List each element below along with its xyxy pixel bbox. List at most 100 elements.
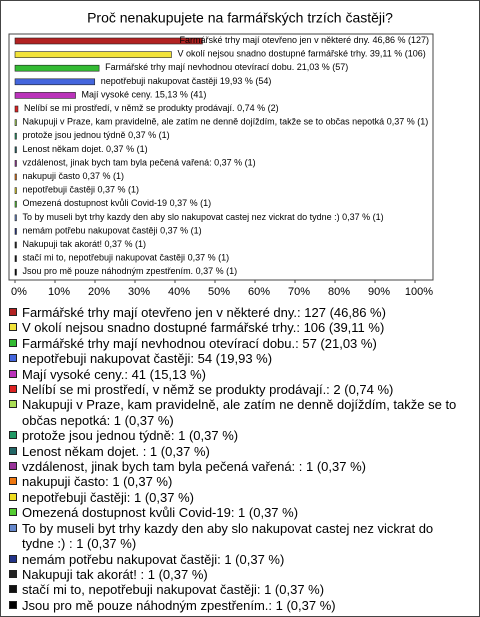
legend-item: Farmářské trhy mají nevhodnou otevírací …: [9, 336, 461, 351]
legend-item: Nakupuji tak akorát! : 1 (0,37 %): [9, 567, 461, 582]
bar-label: Nelíbí se mi prostředí, v němž se produk…: [24, 103, 279, 113]
x-tick-label: 80%: [328, 286, 350, 298]
legend-swatch: [9, 338, 17, 347]
bar-category: Mají vysoké ceny.: [82, 90, 153, 100]
legend-item: nepotřebuji nakupovat častěji: 54 (19,93…: [9, 351, 461, 366]
legend-label: nepotřebuji častěji: 1 (0,37 %): [22, 489, 194, 505]
bar-label: protože jsou jednou týdně 0,37 % (1): [22, 131, 169, 141]
legend-swatch: [9, 600, 17, 609]
bar-category: To by museli byt trhy kazdy den aby slo …: [22, 212, 339, 222]
legend-label: Nelíbí se mi prostředí, v němž se produk…: [22, 382, 394, 398]
bar-category: Nelíbí se mi prostředí, v němž se produk…: [24, 103, 235, 113]
bar-category: Jsou pro mě pouze náhodným zpestřením.: [22, 267, 193, 277]
legend-swatch: [9, 523, 17, 532]
bar-value-label: 0,37 % (1): [188, 253, 230, 263]
legend-item: Lenost někam dojet. : 1 (0,37 %): [9, 444, 461, 459]
bar-value-label: 15,13 % (41): [155, 90, 207, 100]
legend-swatch: [9, 385, 17, 394]
legend-label: Mají vysoké ceny.: 41 (15,13 %): [22, 366, 207, 382]
x-tick-label: 50%: [208, 286, 230, 298]
legend-swatch: [9, 446, 17, 455]
legend-item: nakupuji často: 1 (0,37 %): [9, 474, 461, 489]
legend-swatch: [9, 462, 17, 471]
x-tick-label: 90%: [368, 286, 390, 298]
legend-item: protože jsou jednou týdně: 1 (0,37 %): [9, 428, 461, 443]
bar-label: Nakupuji v Praze, kam pravidelně, ale za…: [22, 117, 428, 127]
bar-label: nemám potřebu nakupovat častěji 0,37 % (…: [22, 226, 201, 236]
x-tick-label: 40%: [168, 286, 190, 298]
legend-item: To by museli byt trhy kazdy den aby slo …: [9, 521, 461, 552]
plot-frame: [8, 33, 434, 281]
bar: [14, 119, 17, 126]
x-tick-label: 30%: [128, 286, 150, 298]
chart-title: Proč nenakupujete na farmářských trzích …: [87, 10, 393, 26]
bar-label: V okolí nejsou snadno dostupné farmářské…: [177, 49, 425, 59]
bar-label: To by museli byt trhy kazdy den aby slo …: [22, 212, 383, 222]
bar-category: Lenost někam dojet.: [22, 144, 103, 154]
legend-swatch: [9, 354, 17, 363]
bar-value-label: 0,37 % (1): [106, 144, 148, 154]
legend-label: Jsou pro mě pouze náhodným zpestřením.: …: [22, 597, 336, 613]
bar-label: vzdálenost, jinak bych tam byla pečená v…: [22, 158, 255, 168]
legend-label: Farmářské trhy mají nevhodnou otevírací …: [22, 335, 377, 351]
bar-category: nepotřebuji nakupovat častěji: [101, 76, 218, 86]
bar: [14, 92, 76, 99]
legend-label: Lenost někam dojet. : 1 (0,37 %): [22, 443, 210, 459]
legend-label: nakupuji často: 1 (0,37 %): [22, 474, 173, 490]
bar-value-label: 0,37 % (1): [160, 226, 202, 236]
bar: [14, 228, 17, 235]
bar: [14, 51, 172, 58]
legend-item: Nelíbí se mi prostředí, v němž se produk…: [9, 382, 461, 397]
bar: [14, 187, 17, 194]
bar-category: stačí mi to, nepotřebuji nakupovat častě…: [22, 253, 185, 263]
bar-label: nepotřebuji častěji 0,37 % (1): [22, 185, 139, 195]
bar-value-label: 0,74 % (2): [237, 103, 279, 113]
bar-label: stačí mi to, nepotřebuji nakupovat častě…: [22, 253, 229, 263]
bar-category: Nakupuji tak akorát!: [22, 239, 102, 249]
legend-label: Nakupuji v Praze, kam pravidelně, ale za…: [22, 397, 457, 428]
bar-value-label: 0,37 % (1): [98, 185, 140, 195]
bar: [14, 78, 96, 86]
legend-label: vzdálenost, jinak bych tam byla pečená v…: [22, 459, 366, 475]
bar: [14, 105, 19, 113]
legend-item: V okolí nejsou snadno dostupné farmářské…: [9, 320, 461, 335]
bar: [14, 64, 100, 72]
legend-item: vzdálenost, jinak bych tam byla pečená v…: [9, 459, 461, 474]
legend-item: Omezená dostupnost kvůli Covid-19: 1 (0,…: [9, 505, 461, 520]
x-tick-label: 60%: [248, 286, 270, 298]
bar-value-label: 0,37 % (1): [170, 199, 212, 209]
legend-label: nepotřebuji nakupovat častěji: 54 (19,93…: [22, 351, 273, 367]
bar-category: nemám potřebu nakupovat častěji: [22, 226, 157, 236]
bar-value-label: 0,37 % (1): [105, 239, 147, 249]
bar-value-label: 0,37 % (1): [342, 212, 384, 222]
bar-label: Nakupuji tak akorát! 0,37 % (1): [22, 239, 146, 249]
bar: [14, 255, 17, 262]
legend-item: nepotřebuji častěji: 1 (0,37 %): [9, 490, 461, 505]
legend-swatch: [9, 369, 17, 378]
legend-label: Omezená dostupnost kvůli Covid-19: 1 (0,…: [22, 505, 299, 521]
bar-value-label: 0,37 % (1): [387, 117, 429, 127]
legend-swatch: [9, 492, 17, 501]
bar-category: vzdálenost, jinak bych tam byla pečená v…: [22, 158, 211, 168]
bar-value-label: 0,37 % (1): [128, 131, 170, 141]
bar-label: Mají vysoké ceny. 15,13 % (41): [82, 90, 207, 100]
legend-label: V okolí nejsou snadno dostupné farmářské…: [22, 320, 385, 336]
bar-category: Nakupuji v Praze, kam pravidelně, ale za…: [22, 117, 384, 127]
bar-value-label: 0,37 % (1): [214, 158, 256, 168]
legend-item: stačí mi to, nepotřebuji nakupovat častě…: [9, 582, 461, 597]
legend-swatch: [9, 508, 17, 517]
legend-label: To by museli byt trhy kazdy den aby slo …: [22, 520, 434, 552]
legend-swatch: [9, 569, 17, 578]
x-tick-label: 10%: [48, 286, 70, 298]
x-tick-label: 0%: [11, 286, 27, 298]
bar: [14, 268, 17, 276]
bar: [14, 214, 17, 222]
bar-value-label: 19,93 % (54): [220, 76, 272, 86]
x-tick-label: 70%: [288, 286, 310, 298]
bar: [14, 37, 203, 45]
x-tick-label: 100%: [405, 286, 433, 298]
bar-value-label: 0,37 % (1): [83, 171, 125, 181]
bar-category: V okolí nejsou snadno dostupné farmářské…: [177, 49, 367, 59]
bar-value-label: 39,11 % (106): [370, 49, 426, 59]
